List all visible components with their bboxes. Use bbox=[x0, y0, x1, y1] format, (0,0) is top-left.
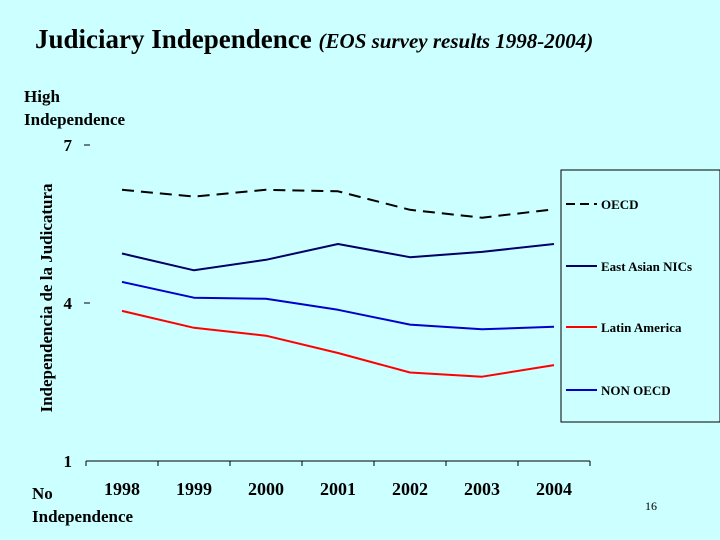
x-tick-label: 1999 bbox=[176, 479, 212, 499]
x-tick-label: 2003 bbox=[464, 479, 500, 499]
low-label-line2: Independence bbox=[32, 507, 134, 526]
x-tick-label: 1998 bbox=[104, 479, 140, 499]
series-line-non-oecd bbox=[121, 280, 555, 331]
y-tick-label: 1 bbox=[64, 452, 73, 471]
chart-series bbox=[121, 188, 555, 378]
title-main: Judiciary Independence bbox=[35, 24, 312, 54]
slide-title: Judiciary Independence (EOS survey resul… bbox=[35, 24, 593, 55]
high-independence-label: High Independence bbox=[24, 85, 125, 131]
legend-label: NON OECD bbox=[601, 383, 671, 398]
series-line-latin-america bbox=[121, 309, 555, 378]
legend-label: East Asian NICs bbox=[601, 259, 692, 274]
high-label-line2: Independence bbox=[24, 110, 126, 129]
y-axis-label: Independencia de la Judicatura bbox=[37, 183, 56, 413]
series-line-oecd bbox=[121, 188, 555, 219]
x-tick-label: 2001 bbox=[320, 479, 356, 499]
x-tick-label: 2002 bbox=[392, 479, 428, 499]
series-line-east-asian-nics bbox=[121, 243, 555, 272]
chart-axes: 1998 1999 2000 2001 2002 2003 2004 1 4 7 Independe… bbox=[37, 136, 591, 499]
legend-box bbox=[560, 169, 720, 423]
low-label-line1: No bbox=[32, 484, 53, 503]
x-tick-label: 2004 bbox=[536, 479, 572, 499]
legend-label: Latin America bbox=[601, 320, 682, 335]
page-number: 16 bbox=[645, 499, 657, 513]
chart-legend: OECD East Asian NICs Latin America NON OECD bbox=[560, 169, 720, 423]
title-subtitle: (EOS survey results 1998-2004) bbox=[318, 29, 594, 53]
no-independence-label: No Independence bbox=[32, 482, 133, 528]
high-label-line1: High bbox=[24, 87, 60, 106]
x-tick-label: 2000 bbox=[248, 479, 284, 499]
y-tick-label: 4 bbox=[64, 294, 73, 313]
y-tick-label: 7 bbox=[64, 136, 73, 155]
legend-label: OECD bbox=[601, 197, 639, 212]
